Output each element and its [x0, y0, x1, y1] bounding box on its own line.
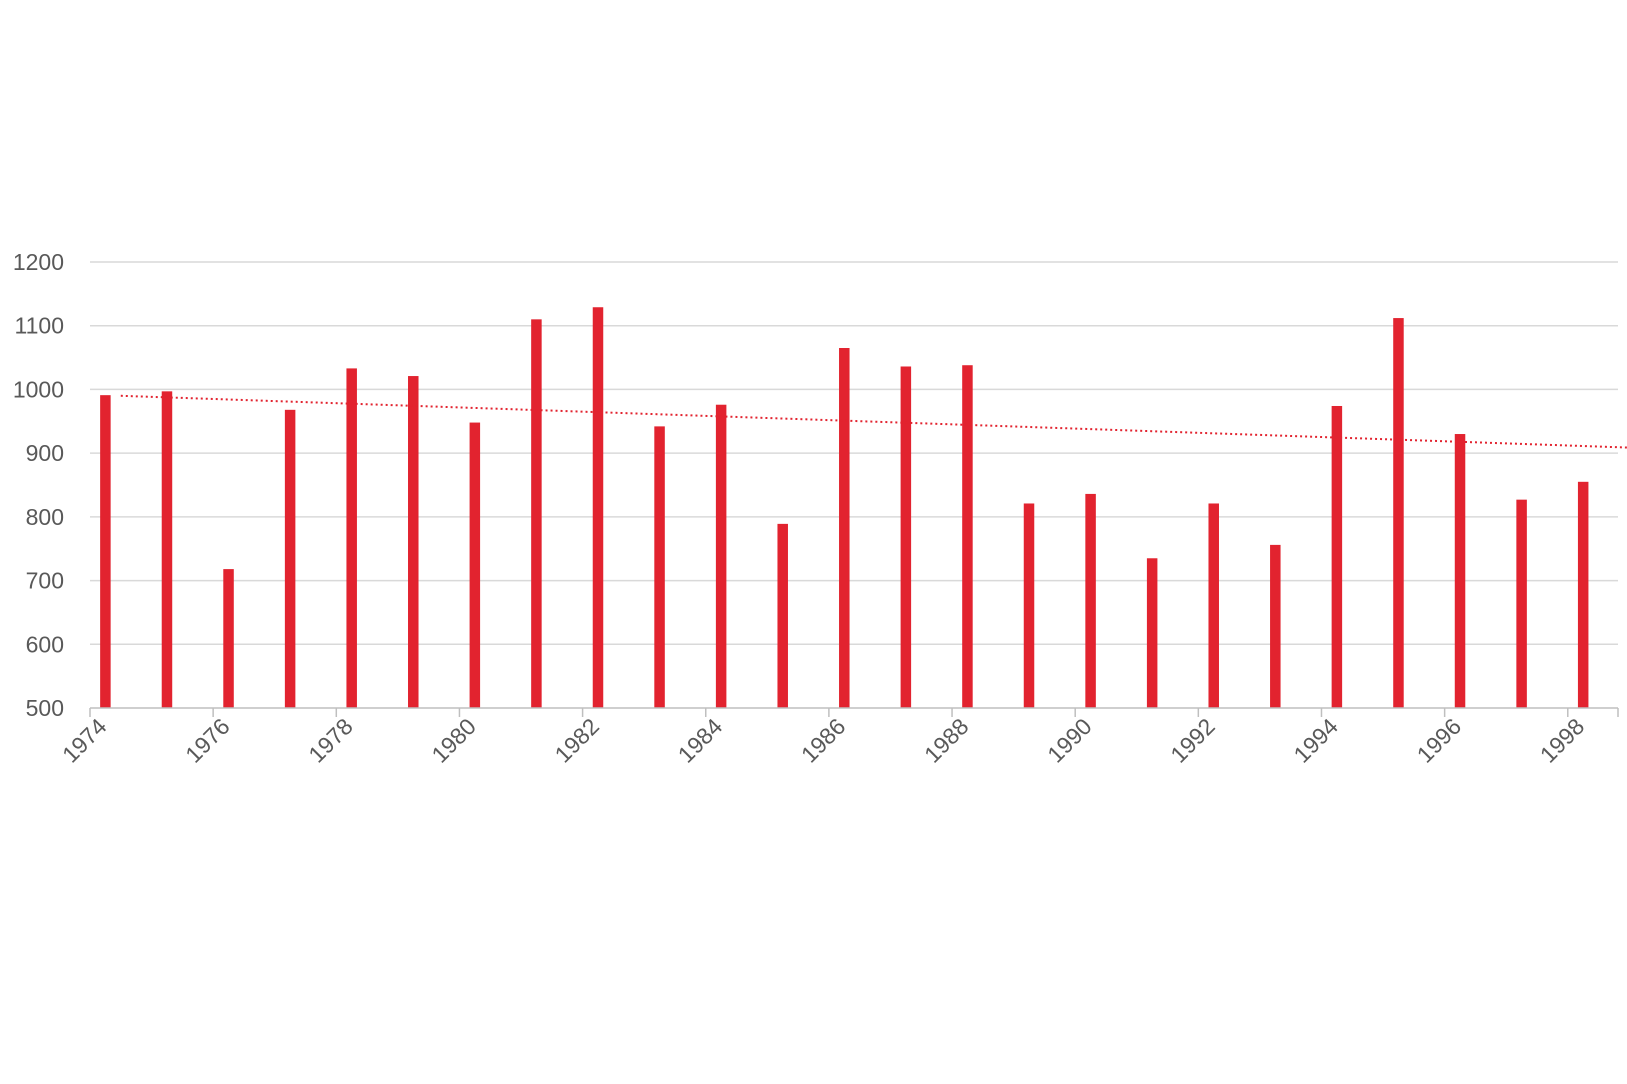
- x-tick-label: 1982: [550, 713, 605, 768]
- x-tick-label: 1978: [303, 713, 358, 768]
- y-tick-label: 900: [26, 440, 64, 466]
- bar-1994: [1331, 405, 1343, 708]
- bar-1977: [284, 409, 296, 708]
- bar-1976: [223, 569, 234, 708]
- bar-1996: [1454, 434, 1466, 708]
- bar-1981: [531, 319, 542, 708]
- y-tick-label: 800: [26, 504, 64, 530]
- y-axis-tick-labels: 500 600 700 800 900 1000 1100 1200: [13, 249, 64, 721]
- bar-1980: [469, 422, 481, 708]
- x-axis: [89, 707, 1619, 717]
- bar-1987: [900, 366, 912, 708]
- x-tick-label: 1992: [1165, 713, 1220, 768]
- bar-1991: [1146, 558, 1158, 708]
- y-tick-label: 1100: [15, 313, 64, 339]
- y-tick-label: 500: [26, 695, 64, 721]
- x-tick-label: 1976: [180, 713, 235, 768]
- bar-1989: [1023, 503, 1035, 708]
- bar-1988: [962, 365, 973, 708]
- x-tick-label: 1996: [1412, 713, 1467, 768]
- x-tick-label: 1986: [796, 713, 851, 768]
- bar-1978: [346, 368, 357, 708]
- x-tick-label: 1988: [919, 713, 974, 768]
- bar-1992: [1208, 503, 1219, 708]
- y-tick-label: 600: [26, 631, 64, 657]
- y-tick-label: 700: [26, 568, 64, 594]
- bar-1998: [1577, 481, 1589, 708]
- y-tick-label: 1000: [13, 376, 64, 402]
- gridlines: [90, 261, 1618, 646]
- bar-1997: [1516, 499, 1527, 708]
- bar-1990: [1085, 493, 1096, 708]
- bar-1986: [839, 348, 850, 708]
- x-axis-tick-labels: 1974 1976 1978 1980 1982 1984 1986 1988 1990 1992…: [57, 713, 1590, 768]
- bar-1984: [715, 404, 727, 708]
- x-tick-label: 1980: [426, 713, 481, 768]
- bar-1975: [161, 391, 173, 708]
- bar-1993: [1270, 544, 1281, 708]
- bars: [100, 307, 1589, 708]
- x-tick-label: 1990: [1042, 713, 1097, 768]
- x-tick-label: 1998: [1535, 713, 1590, 768]
- bar-1974: [100, 395, 111, 708]
- bar-1982: [592, 307, 604, 708]
- x-tick-label: 1974: [57, 713, 112, 768]
- bar-1985: [777, 523, 788, 708]
- x-tick-label: 1984: [673, 713, 728, 768]
- y-tick-label: 1200: [13, 249, 64, 275]
- bar-1983: [654, 426, 665, 708]
- x-tick-label: 1994: [1288, 713, 1343, 768]
- bar-1995: [1393, 318, 1404, 708]
- bar-1979: [408, 376, 419, 708]
